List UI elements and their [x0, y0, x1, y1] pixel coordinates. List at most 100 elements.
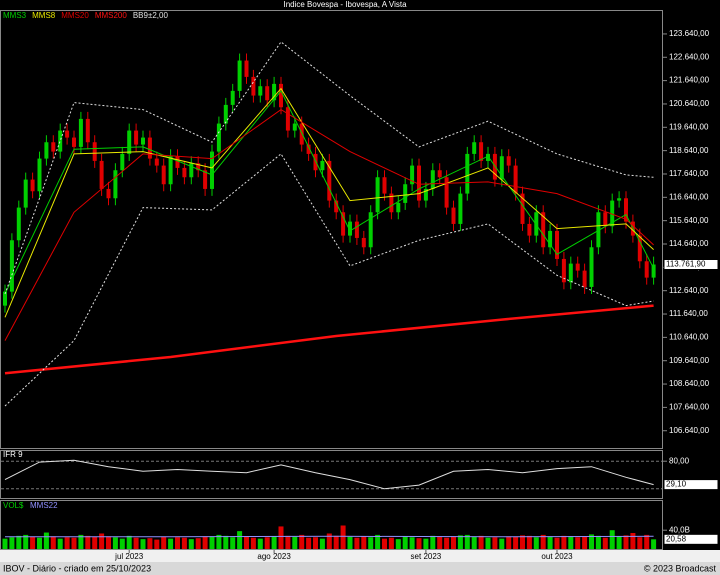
- candle-body: [348, 221, 352, 236]
- legend-item: MMS200: [95, 11, 128, 20]
- volume-bar: [126, 535, 132, 549]
- volume-bar: [430, 535, 436, 549]
- candle-body: [603, 212, 608, 227]
- y-tick-label: 121.640,00: [669, 76, 710, 85]
- volume-bar: [257, 538, 263, 549]
- candle-body: [65, 130, 70, 138]
- volume-bar: [533, 537, 539, 549]
- volume-bar: [223, 535, 229, 549]
- volume-bar: [57, 538, 63, 549]
- volume-bar: [630, 533, 636, 549]
- volume-panel: [0, 500, 663, 550]
- chart-title: Indice Bovespa - Ibovespa, A Vista: [283, 0, 407, 9]
- candle-body: [37, 158, 42, 192]
- line: [4, 459, 654, 490]
- line: [5, 535, 654, 538]
- candle-body: [223, 104, 228, 124]
- y-tick-label: 119.640,00: [669, 122, 709, 131]
- candle-body: [527, 223, 532, 236]
- volume-bar: [250, 537, 256, 549]
- candle-body: [396, 202, 401, 213]
- volume-bar: [423, 538, 429, 549]
- candle-body: [624, 198, 628, 222]
- volume-bar: [133, 537, 139, 549]
- volume-bar: [175, 537, 180, 549]
- footer: [0, 562, 720, 575]
- volume-bar: [540, 534, 546, 549]
- candle-body: [575, 263, 580, 271]
- volume-bar: [147, 538, 153, 549]
- volume-bar: [395, 539, 401, 549]
- candle-body: [272, 83, 277, 101]
- candle-body: [651, 264, 656, 278]
- volume-bar: [313, 537, 318, 549]
- y-tick-label: 116.640,00: [669, 192, 709, 201]
- volume-bar: [609, 530, 615, 549]
- volume-bar: [506, 536, 512, 549]
- volume-bar: [589, 534, 594, 549]
- volume-bar: [71, 537, 77, 549]
- candle-body: [9, 240, 14, 292]
- volume-bar: [43, 532, 49, 549]
- candle-body: [430, 170, 435, 189]
- candle-body: [389, 193, 394, 213]
- candle-body: [589, 247, 594, 287]
- volume-bar: [547, 536, 553, 549]
- volume-bar: [37, 537, 42, 549]
- candle-body: [472, 142, 477, 154]
- candle-body: [361, 237, 366, 248]
- volume-bar: [464, 534, 470, 549]
- candle-body: [499, 156, 504, 180]
- candle-body: [513, 165, 518, 194]
- candle-body: [120, 153, 125, 171]
- volume-bar: [451, 536, 456, 549]
- volume-bar: [209, 536, 215, 549]
- candle-body: [161, 165, 166, 185]
- volume-bar: [161, 536, 167, 549]
- volume-bar: [292, 536, 298, 549]
- volume-bar: [499, 538, 505, 549]
- candle-body: [534, 212, 539, 236]
- volume-bar: [264, 537, 270, 549]
- y-tick-label: 108.640,00: [669, 379, 710, 388]
- candle-body: [203, 170, 208, 189]
- volume-bar: [602, 537, 608, 549]
- volume-bar: [168, 538, 174, 549]
- candle-body: [175, 156, 180, 168]
- candle-body: [644, 261, 649, 278]
- candle-body: [582, 270, 587, 287]
- legend-item: MMS3: [3, 11, 27, 20]
- y-tick-label: 80,00: [669, 456, 690, 465]
- volume-bar: [16, 535, 22, 549]
- legend-item: BB9±2,00: [133, 11, 169, 20]
- candle-body: [30, 179, 35, 192]
- volume-bar: [271, 536, 277, 549]
- last-value-box: [663, 258, 719, 270]
- candle-body: [320, 160, 325, 171]
- volume-bar: [326, 533, 332, 549]
- volume-bar: [340, 525, 346, 549]
- candle-body: [106, 188, 111, 199]
- volume-bar: [306, 537, 312, 549]
- y-tick-label: 115.640,00: [669, 216, 709, 225]
- candle-body: [451, 207, 456, 224]
- candle-body: [423, 188, 428, 201]
- volume-bar: [92, 536, 98, 549]
- candle-body: [417, 165, 421, 201]
- candle-body: [230, 90, 235, 105]
- y-tick-label: 123.640,00: [669, 29, 710, 38]
- candle-body: [134, 130, 139, 145]
- candle-body: [216, 123, 221, 152]
- footer-left: IBOV - Diário - criado em 25/10/2023: [3, 563, 151, 573]
- ifr-panel: [0, 450, 663, 499]
- legend-item: MMS22: [30, 501, 58, 510]
- candle-body: [313, 153, 318, 171]
- legend-item: MMS8: [32, 11, 56, 20]
- volume-bar: [388, 537, 394, 549]
- volume-bar: [230, 537, 236, 549]
- candle-body: [44, 142, 49, 159]
- candle-body: [58, 130, 63, 152]
- candle-body: [327, 160, 332, 201]
- y-tick-label: 112.640,00: [669, 286, 709, 295]
